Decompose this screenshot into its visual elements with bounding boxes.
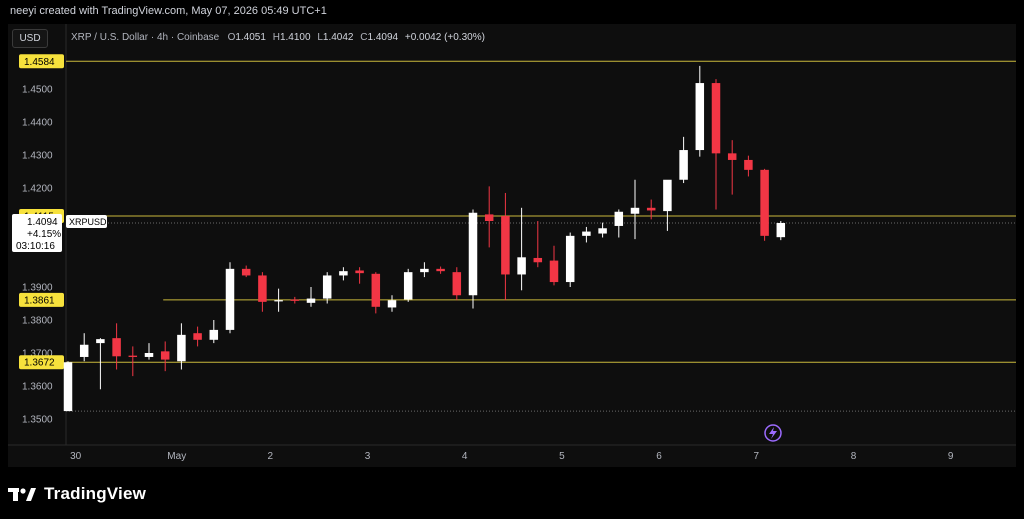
candle-down[interactable] <box>355 270 364 274</box>
last-price-value: 1.4094 <box>27 217 58 228</box>
x-tick-label: 30 <box>70 451 82 462</box>
x-tick-label: 2 <box>268 451 274 462</box>
x-tick-label: May <box>167 451 186 462</box>
x-tick-label: 9 <box>948 451 954 462</box>
legend-close: 1.4094 <box>367 32 399 43</box>
x-tick-label: 7 <box>754 451 760 462</box>
last-price-tag <box>12 214 62 252</box>
candle-up[interactable] <box>565 235 575 283</box>
legend-close-label: C <box>360 32 368 43</box>
candle-up[interactable] <box>598 228 607 234</box>
legend-open-label: O <box>227 32 236 43</box>
flash-icon[interactable] <box>764 424 782 442</box>
candle-down[interactable] <box>371 273 381 307</box>
candle-up[interactable] <box>403 272 413 300</box>
candle-down[interactable] <box>128 355 138 357</box>
candle-up[interactable] <box>177 334 186 362</box>
y-tick-label: 1.4200 <box>22 184 53 195</box>
candle-down[interactable] <box>160 351 170 360</box>
candle-down[interactable] <box>533 257 543 263</box>
y-tick-label: 1.4300 <box>22 151 53 162</box>
legend-low-label: L <box>317 32 323 43</box>
x-tick-label: 3 <box>365 451 371 462</box>
x-tick-label: 6 <box>656 451 662 462</box>
x-tick-label: 5 <box>559 451 565 462</box>
tradingview-logo: TradingView <box>8 484 146 504</box>
level-price-label-bg <box>19 355 64 370</box>
y-tick-label: 1.3800 <box>22 316 53 327</box>
candle-up[interactable] <box>96 339 105 344</box>
candle-down[interactable] <box>646 207 656 211</box>
candle-up[interactable] <box>63 362 73 412</box>
legend-symbol: XRP / U.S. Dollar · 4h · Coinbase <box>71 32 220 43</box>
candle-up[interactable] <box>79 344 89 357</box>
candle-down[interactable] <box>760 169 769 236</box>
y-tick-label: 1.4400 <box>22 118 53 129</box>
y-tick-label: 1.3700 <box>22 349 53 360</box>
level-price-label: 1.4584 <box>24 57 55 68</box>
candle-up[interactable] <box>322 275 332 299</box>
candle-down[interactable] <box>258 275 267 302</box>
level-price-label-bg <box>19 292 64 307</box>
candle-up[interactable] <box>468 212 478 296</box>
candle-up[interactable] <box>144 353 154 357</box>
candle-down[interactable] <box>501 216 510 275</box>
x-tick-label: 8 <box>851 451 857 462</box>
candle-up[interactable] <box>306 298 316 303</box>
currency-button[interactable]: USD <box>12 29 48 48</box>
candle-down[interactable] <box>711 83 721 154</box>
candle-down[interactable] <box>112 338 121 357</box>
chart-credit: neeyi created with TradingView.com, May … <box>10 5 327 17</box>
symbol-tag: XRPUSD <box>69 217 107 227</box>
candle-down[interactable] <box>290 299 300 301</box>
y-tick-label: 1.3500 <box>22 415 53 426</box>
candle-up[interactable] <box>209 329 219 340</box>
candle-up[interactable] <box>695 83 705 151</box>
candle-down[interactable] <box>744 159 753 170</box>
candle-down[interactable] <box>452 272 462 296</box>
flash-bolt-icon <box>769 427 777 439</box>
candle-down[interactable] <box>727 153 737 160</box>
level-price-label-bg <box>19 54 64 69</box>
candle-down[interactable] <box>484 214 494 221</box>
chart-panel[interactable] <box>8 24 1016 467</box>
candle-up[interactable] <box>517 257 526 275</box>
symbol-tag-bg <box>66 215 107 228</box>
candle-up[interactable] <box>582 231 591 236</box>
x-tick-label: 4 <box>462 451 468 462</box>
y-tick-label: 1.3600 <box>22 382 53 393</box>
candle-up[interactable] <box>274 300 283 302</box>
candle-down[interactable] <box>193 333 202 340</box>
candle-up[interactable] <box>679 150 688 180</box>
candle-up[interactable] <box>663 179 672 212</box>
y-tick-label: 1.3900 <box>22 283 53 294</box>
tradingview-logo-icon <box>8 488 36 501</box>
candle-up[interactable] <box>387 300 397 308</box>
ohlc-legend: XRP / U.S. Dollar · 4h · Coinbase O1.405… <box>71 32 489 43</box>
last-price-change: +4.15% <box>27 229 61 240</box>
bar-countdown: 03:10:16 <box>16 241 55 252</box>
candlestick-chart[interactable]: 1.4500 1.4400 1.4300 1.4200 1.3900 1.3800 1.37… <box>0 0 1024 470</box>
tradingview-wordmark: TradingView <box>44 484 147 503</box>
level-price-label: 1.3861 <box>24 295 55 306</box>
legend-low: 1.4042 <box>322 32 354 43</box>
candle-down[interactable] <box>436 268 445 272</box>
candle-up[interactable] <box>225 268 235 330</box>
candle-down[interactable] <box>549 260 559 283</box>
legend-high: 1.4100 <box>279 32 311 43</box>
y-tick-label: 1.4500 <box>22 85 53 96</box>
candle-up[interactable] <box>630 207 640 214</box>
legend-open: 1.4051 <box>235 32 266 43</box>
candle-up[interactable] <box>776 222 786 238</box>
candle-up[interactable] <box>420 268 429 273</box>
legend-change: +0.0042 (+0.30%) <box>404 32 485 43</box>
level-price-label: 1.3672 <box>24 358 55 369</box>
legend-high-label: H <box>272 32 280 43</box>
candle-up[interactable] <box>339 271 348 276</box>
candle-down[interactable] <box>241 268 251 276</box>
candle-up[interactable] <box>614 211 624 226</box>
